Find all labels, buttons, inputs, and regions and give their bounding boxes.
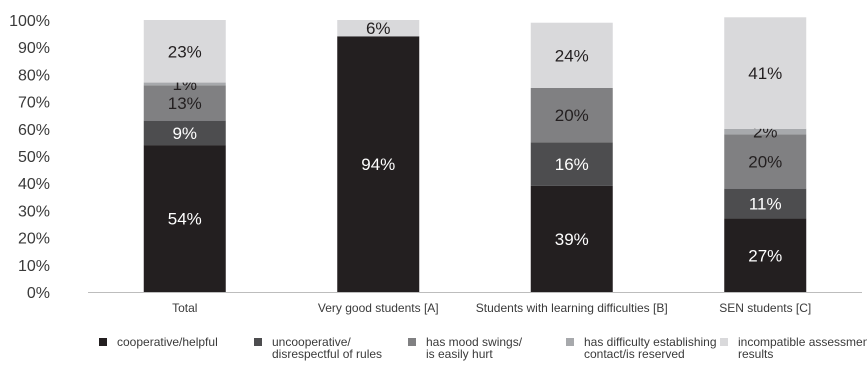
data-label: 6%: [366, 19, 391, 38]
legend-label: disrespectful of rules: [272, 347, 382, 361]
bar-stack: 94% 6%: [337, 19, 420, 292]
legend-label: has mood swings/: [426, 335, 523, 349]
legend-label: contact/is reserved: [584, 347, 685, 361]
x-axis-labels: Total Very good students [A] Students with…: [172, 301, 811, 315]
legend-label: has difficulty establishing: [584, 335, 717, 349]
data-label: 27%: [748, 246, 782, 265]
legend-swatch: [720, 338, 728, 346]
data-label: 16%: [555, 155, 589, 174]
x-category-label: Very good students [A]: [318, 301, 439, 315]
bar-segment: [530, 142, 613, 186]
bar-segment: [724, 218, 807, 292]
data-label: 94%: [361, 155, 395, 174]
bar-segment: [337, 36, 420, 292]
y-tick-label: 30%: [18, 203, 50, 220]
legend-label: is easily hurt: [426, 347, 493, 361]
y-tick-label: 40%: [18, 176, 50, 193]
bar-stack: 27%11%20%2%41%: [724, 17, 807, 292]
bar-segment: [724, 128, 807, 135]
bar-segment: [724, 17, 807, 129]
bar-segment: [337, 20, 420, 37]
bar-segment: [530, 22, 613, 88]
legend-swatch: [99, 338, 107, 346]
data-label: 41%: [748, 64, 782, 83]
bar-segment: [724, 134, 807, 189]
bar-segment: [530, 88, 613, 143]
legend-item: uncooperative/disrespectful of rules: [254, 335, 382, 361]
y-tick-label: 90%: [18, 40, 50, 57]
legend-swatch: [566, 338, 574, 346]
bars-group: 54%9%13%1%23%94%6%39%16%20%24%27%11%20%2…: [143, 17, 807, 292]
legend-label: uncooperative/: [272, 335, 351, 349]
legend-item: cooperative/helpful: [99, 335, 218, 349]
data-label: 39%: [555, 230, 589, 249]
y-axis: 0% 10% 20% 30% 40% 50% 60% 70% 80% 90% 100%: [9, 13, 862, 302]
legend-swatch: [254, 338, 262, 346]
legend: cooperative/helpful uncooperative/disresp…: [99, 335, 867, 361]
legend-label: results: [738, 347, 773, 361]
y-tick-label: 10%: [18, 258, 50, 275]
data-label: 20%: [555, 106, 589, 125]
legend-swatch: [408, 338, 416, 346]
legend-label: incompatible assessment: [738, 335, 867, 349]
y-tick-label: 0%: [27, 285, 50, 302]
y-tick-label: 70%: [18, 95, 50, 112]
data-label: 23%: [168, 42, 202, 61]
data-label: 9%: [172, 124, 197, 143]
y-tick-label: 60%: [18, 122, 50, 139]
bar-segment: [143, 145, 226, 292]
y-tick-label: 50%: [18, 149, 50, 166]
y-tick-label: 20%: [18, 231, 50, 248]
data-label: 11%: [749, 195, 782, 214]
y-tick-label: 80%: [18, 67, 50, 84]
data-label: 24%: [555, 46, 589, 65]
data-label: 54%: [168, 210, 202, 229]
bar-stack: 54%9%13%1%23%: [143, 20, 226, 292]
bar-segment: [143, 120, 226, 146]
x-category-label: Total: [172, 301, 197, 315]
legend-item: has mood swings/is easily hurt: [408, 335, 523, 361]
y-tick-label: 100%: [9, 13, 50, 30]
x-category-label: Students with learning difficulties [B]: [476, 301, 668, 315]
legend-label: cooperative/helpful: [117, 335, 218, 349]
bar-segment: [143, 85, 226, 121]
data-label: 13%: [168, 94, 202, 113]
x-category-label: SEN students [C]: [719, 301, 811, 315]
bar-segment: [143, 20, 226, 83]
bar-segment: [143, 82, 226, 86]
bar-segment: [724, 188, 807, 219]
bar-segment: [530, 185, 613, 292]
data-label: 20%: [748, 152, 782, 171]
bar-stack: 39% 16% 20% 24%: [530, 22, 613, 292]
